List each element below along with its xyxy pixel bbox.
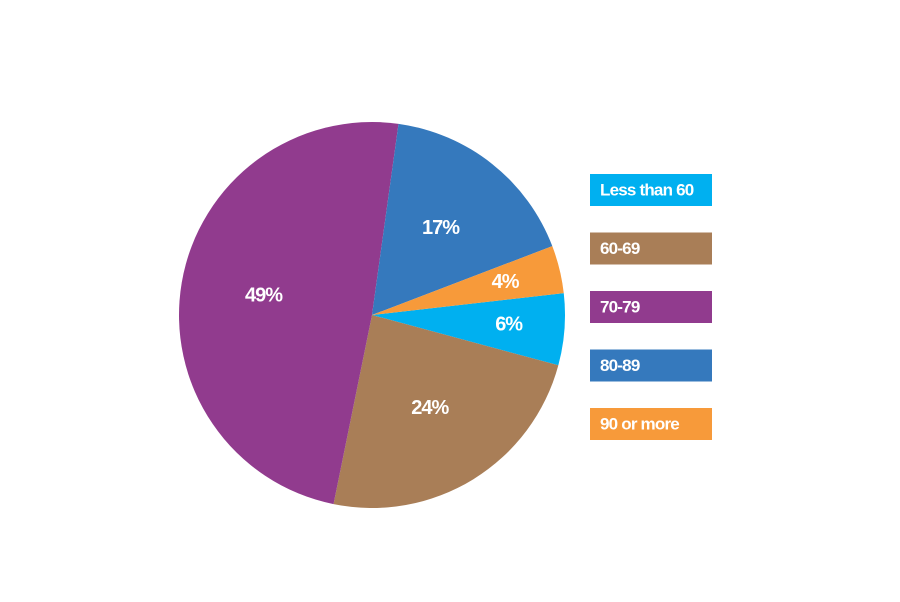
value-label: 6% [495, 314, 523, 336]
legend-label: 90 or more [600, 414, 679, 433]
legend-label: 60-69 [600, 239, 640, 258]
pie-slice [179, 122, 399, 505]
legend-label: Less than 60 [600, 180, 694, 199]
pie-slice [372, 123, 553, 316]
legend-swatch [590, 232, 712, 265]
value-label: 17% [422, 217, 460, 239]
value-label: 49% [245, 285, 283, 307]
legend-swatch [590, 408, 712, 440]
pie-slice [372, 246, 564, 315]
legend-label: 80-89 [600, 356, 640, 375]
legend-swatch [590, 349, 712, 382]
value-label: 24% [411, 397, 449, 419]
value-label: 4% [492, 271, 520, 293]
pie-slice [372, 293, 565, 366]
pie-slice [333, 315, 559, 508]
legend-swatch [590, 174, 712, 206]
legend-label: 70-79 [600, 297, 640, 316]
legend-swatch [590, 291, 712, 323]
